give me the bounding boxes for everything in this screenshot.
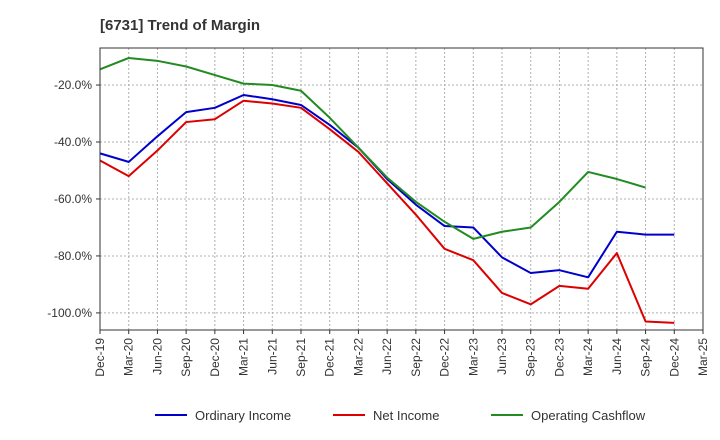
y-tick-label: -20.0% <box>54 78 92 92</box>
x-tick-label: Sep-23 <box>524 338 538 377</box>
x-tick-label: Mar-23 <box>466 338 480 376</box>
x-tick-label: Mar-25 <box>696 338 710 376</box>
legend-label: Ordinary Income <box>195 408 291 423</box>
series-line-ordinary-income <box>99 94 675 279</box>
x-tick-label: Jun-24 <box>610 338 624 375</box>
series-line-operating-cashflow <box>99 56 646 240</box>
x-tick-label: Sep-24 <box>639 338 653 377</box>
x-tick-label: Jun-22 <box>380 338 394 375</box>
x-axis: Dec-19 Mar-20 Jun-20 Sep-20 Dec-20 Mar-21 Jun-… <box>93 330 710 377</box>
series-layer <box>99 56 675 324</box>
plot-frame <box>99 47 704 331</box>
x-tick-label: Dec-20 <box>208 338 222 377</box>
y-tick-label: -60.0% <box>54 192 92 206</box>
x-tick-label: Dec-22 <box>438 338 452 377</box>
x-tick-label: Jun-21 <box>265 338 279 375</box>
x-tick-label: Sep-21 <box>294 338 308 377</box>
chart-title: [6731] Trend of Margin <box>100 17 260 34</box>
x-tick-label: Jun-20 <box>150 338 164 375</box>
x-tick-label: Dec-23 <box>552 338 566 377</box>
y-tick-label: -40.0% <box>54 135 92 149</box>
x-tick-label: Dec-24 <box>667 338 681 377</box>
legend-label: Operating Cashflow <box>531 408 646 423</box>
series-line-net-income <box>99 99 675 324</box>
legend-label: Net Income <box>373 408 439 423</box>
x-tick-label: Mar-24 <box>581 338 595 376</box>
x-tick-label: Mar-21 <box>237 338 251 376</box>
x-tick-label: Mar-20 <box>122 338 136 376</box>
grid-layer <box>99 48 704 330</box>
x-tick-label: Sep-20 <box>179 338 193 377</box>
x-tick-label: Jun-23 <box>495 338 509 375</box>
x-tick-label: Dec-21 <box>323 338 337 377</box>
x-tick-label: Sep-22 <box>409 338 423 377</box>
y-tick-label: -80.0% <box>54 249 92 263</box>
legend: Ordinary Income Net Income Operating Cashf… <box>155 408 646 423</box>
x-tick-label: Dec-19 <box>93 338 107 377</box>
y-tick-label: -100.0% <box>47 306 92 320</box>
x-tick-label: Mar-22 <box>351 338 365 376</box>
y-axis: -20.0% -40.0% -60.0% -80.0% -100.0% <box>47 78 100 320</box>
